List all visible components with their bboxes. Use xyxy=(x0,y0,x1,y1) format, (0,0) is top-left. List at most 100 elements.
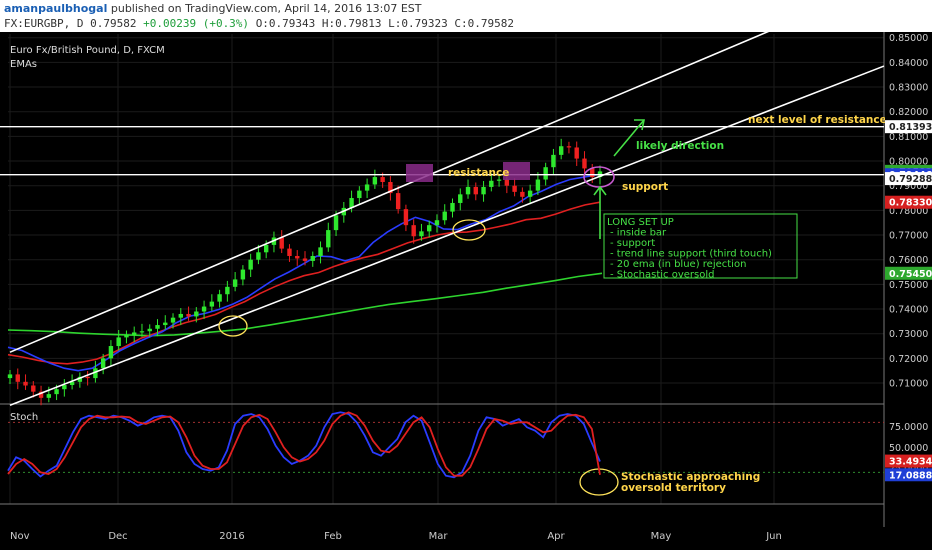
candle-30 xyxy=(240,265,246,286)
candle-23 xyxy=(186,306,191,321)
candle-body-10 xyxy=(85,376,90,379)
price-tick-13: 0.72000 xyxy=(889,354,928,365)
candle-12 xyxy=(100,353,106,375)
stoch-tick-1: 50.0000 xyxy=(889,443,928,454)
candle-body-55 xyxy=(434,220,440,226)
price-tick-6: 0.79000 xyxy=(889,181,928,192)
candle-65 xyxy=(512,178,517,197)
candle-38 xyxy=(302,251,308,266)
candle-body-57 xyxy=(450,202,455,212)
candle-body-35 xyxy=(279,237,284,249)
candle-body-18 xyxy=(147,328,152,332)
candle-21 xyxy=(170,313,176,329)
symbol-label[interactable]: FX:EURGBP, D xyxy=(4,17,84,30)
price-badge-3: 0.79288 xyxy=(889,174,932,185)
price-tick-7: 0.78000 xyxy=(889,206,928,217)
candle-body-15 xyxy=(124,334,129,338)
candle-body-49 xyxy=(388,182,393,194)
candle-28 xyxy=(225,280,230,302)
candle-47 xyxy=(372,169,378,189)
resistance-zone-1 xyxy=(406,164,433,182)
candle-body-64 xyxy=(504,179,510,186)
setup-box: LONG SET UP - inside bar - support - tre… xyxy=(603,213,798,281)
candle-body-52 xyxy=(411,225,416,237)
setup-line-1: - inside bar xyxy=(610,228,667,239)
candle-body-41 xyxy=(326,230,331,248)
candle-22 xyxy=(178,308,183,326)
candle-body-11 xyxy=(93,368,98,379)
price-tick-14: 0.71000 xyxy=(889,379,928,390)
price-tick-3: 0.82000 xyxy=(889,107,928,118)
setup-line-2: - support xyxy=(610,238,655,249)
candle-59 xyxy=(465,179,471,199)
stoch-label: Stoch xyxy=(10,412,38,423)
candle-body-22 xyxy=(178,313,183,318)
candle-body-16 xyxy=(132,332,137,335)
annotation-3: next level of resistance xyxy=(748,114,887,126)
candle-body-40 xyxy=(318,247,323,256)
arrow-support-head xyxy=(593,185,607,196)
x-tick-7: Jun xyxy=(765,531,782,542)
candle-body-12 xyxy=(100,358,106,369)
candle-13 xyxy=(108,340,114,366)
candle-body-37 xyxy=(295,256,300,259)
trend-lines xyxy=(0,32,885,406)
candle-body-63 xyxy=(496,179,502,181)
stoch-badge-bg-1 xyxy=(885,468,932,482)
candle-53 xyxy=(419,223,424,241)
candle-61 xyxy=(481,181,486,202)
circle-touch-2 xyxy=(452,219,486,241)
candle-7 xyxy=(62,379,67,397)
candle-body-72 xyxy=(566,146,572,148)
candle-66 xyxy=(520,187,525,203)
price-change: +0.00239 (+0.3%) xyxy=(143,17,250,30)
candle-body-23 xyxy=(186,313,191,317)
candle-63 xyxy=(496,175,502,187)
candle-50 xyxy=(395,185,401,214)
candle-20 xyxy=(163,315,168,330)
candle-10 xyxy=(85,370,90,386)
annotations: resistance likely direction support next le… xyxy=(218,114,887,496)
candle-body-0 xyxy=(7,374,13,379)
candle-body-45 xyxy=(357,190,362,199)
candle-54 xyxy=(427,220,432,238)
setup-line-3: - trend line support (third touch) xyxy=(610,249,772,260)
candle-58 xyxy=(458,188,463,211)
ema-50-path xyxy=(7,201,601,365)
candle-body-70 xyxy=(551,154,556,168)
candle-body-17 xyxy=(139,331,145,333)
ema-20-path xyxy=(7,173,599,372)
author-link[interactable]: amanpaulbhogal xyxy=(4,2,108,15)
candle-52 xyxy=(411,219,416,244)
candle-body-3 xyxy=(31,385,36,392)
candle-body-50 xyxy=(395,193,401,210)
chart-title: Euro Fx/British Pound, D, FXCM xyxy=(10,45,165,56)
price-tick-4: 0.81000 xyxy=(889,132,928,143)
price-tick-2: 0.83000 xyxy=(889,83,928,94)
candle-body-6 xyxy=(54,389,59,395)
candle-body-20 xyxy=(163,322,168,326)
candle-37 xyxy=(295,250,300,266)
candle-body-14 xyxy=(116,337,121,347)
candle-26 xyxy=(209,294,215,312)
x-tick-0: Nov xyxy=(10,531,30,542)
stoch-badge-bg-0 xyxy=(885,454,932,468)
candle-body-48 xyxy=(380,177,385,182)
candle-51 xyxy=(403,204,409,232)
x-tick-4: Mar xyxy=(429,531,449,542)
candle-body-67 xyxy=(527,190,533,197)
annotation-1: likely direction xyxy=(636,140,724,152)
arrow-likely-head xyxy=(634,119,645,131)
candle-24 xyxy=(194,307,199,323)
chart-subtitle: EMAs xyxy=(10,59,37,70)
candle-body-58 xyxy=(458,194,463,203)
candle-44 xyxy=(349,190,354,213)
candle-1 xyxy=(15,368,20,390)
candle-body-31 xyxy=(248,259,253,270)
ohlc-values: O:0.79343 H:0.79813 L:0.79323 C:0.79582 xyxy=(255,17,514,30)
x-tick-1: Dec xyxy=(108,531,127,542)
setup-box-border xyxy=(603,213,798,279)
chart-canvas[interactable]: resistance likely direction support next le… xyxy=(0,32,932,550)
candle-body-53 xyxy=(419,231,424,237)
candle-body-54 xyxy=(427,225,432,232)
